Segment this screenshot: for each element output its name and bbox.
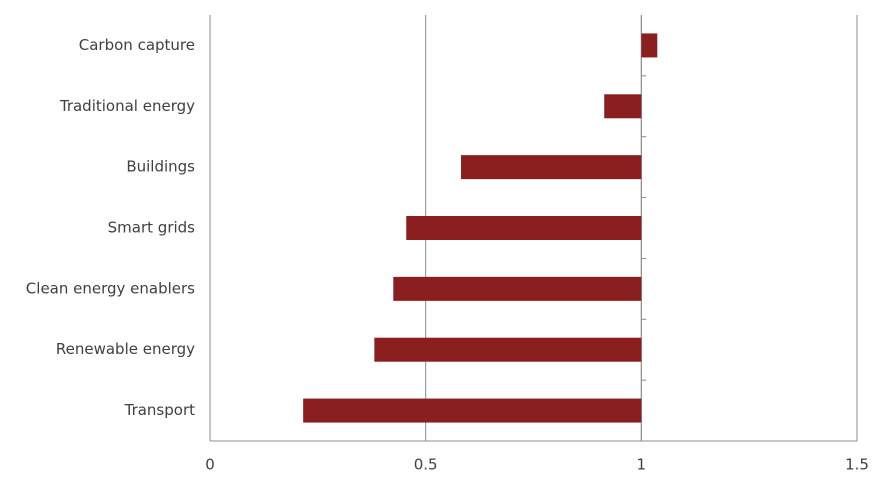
bar xyxy=(604,94,642,119)
bar xyxy=(461,155,642,180)
y-tick-label: Clean energy enablers xyxy=(26,279,195,297)
bar xyxy=(374,337,642,362)
y-tick-label: Smart grids xyxy=(108,219,196,237)
y-tick-label: Renewable energy xyxy=(56,340,195,358)
bar xyxy=(406,216,642,240)
x-tick-label: 0 xyxy=(205,456,215,474)
y-tick-label: Traditional energy xyxy=(59,97,195,115)
y-tick-label: Transport xyxy=(124,401,196,419)
bar xyxy=(641,33,658,58)
bar xyxy=(303,398,642,423)
x-tick-label: 0.5 xyxy=(414,456,438,474)
y-tick-label: Buildings xyxy=(126,158,195,176)
x-tick-label: 1.5 xyxy=(845,456,869,474)
bar xyxy=(393,276,642,301)
y-tick-label: Carbon capture xyxy=(79,36,195,54)
x-tick-label: 1 xyxy=(637,456,647,474)
